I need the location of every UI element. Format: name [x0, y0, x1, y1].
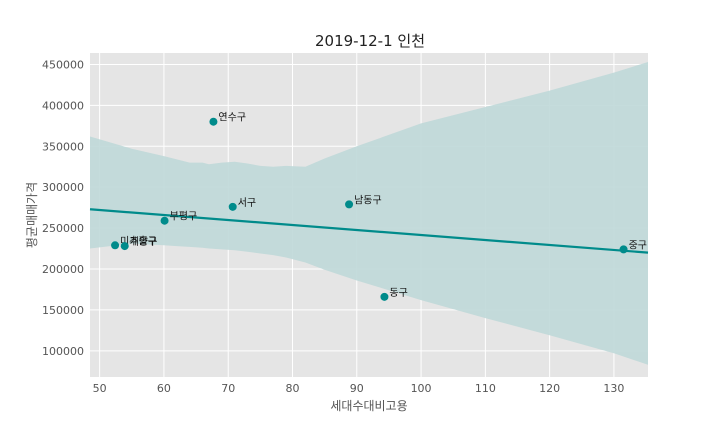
- data-point: [228, 202, 237, 211]
- regression-line-group: [89, 208, 649, 254]
- regression-line: [89, 208, 649, 254]
- x-tick-label: 90: [350, 382, 364, 395]
- x-tick-labels: 50 60 70 80 90 100 110 120 130: [93, 382, 625, 395]
- x-tick-label: 110: [475, 382, 496, 395]
- point-label: 남동구: [354, 194, 382, 206]
- point-label: 계양구: [130, 236, 158, 248]
- point-label: 중구: [629, 239, 647, 251]
- data-point: [345, 200, 354, 209]
- point-label: 동구: [389, 287, 407, 299]
- data-point: [619, 245, 628, 254]
- y-tick-label: 250000: [42, 222, 84, 235]
- y-tick-label: 400000: [42, 99, 84, 112]
- data-point: [111, 241, 120, 250]
- y-tick-label: 350000: [42, 140, 84, 153]
- point-label: 서구: [238, 197, 256, 209]
- point-label: 미추홀구: [120, 234, 157, 247]
- y-tick-label: 200000: [42, 263, 84, 276]
- chart-title: 2019-12-1 인천: [315, 32, 425, 50]
- confidence-band: [90, 62, 648, 365]
- confidence-band-group: [90, 62, 648, 365]
- y-tick-label: 450000: [42, 58, 84, 71]
- point-label: 부평구: [170, 211, 198, 223]
- x-tick-label: 120: [539, 382, 560, 395]
- y-tick-label: 150000: [42, 304, 84, 317]
- data-point: [380, 292, 389, 301]
- y-axis-label: 평균매매가격: [25, 182, 39, 248]
- point-label: 연수구: [218, 112, 246, 124]
- y-tick-label: 100000: [42, 345, 84, 358]
- data-point: [160, 216, 169, 225]
- x-tick-label: 50: [93, 382, 107, 395]
- x-tick-label: 60: [157, 382, 171, 395]
- data-point: [209, 117, 218, 126]
- data-point: [120, 242, 129, 251]
- x-tick-label: 130: [603, 382, 624, 395]
- x-tick-label: 70: [221, 382, 235, 395]
- x-tick-label: 80: [286, 382, 300, 395]
- y-tick-labels: 100000 150000 200000 250000 300000 350000 4000…: [42, 58, 84, 357]
- y-tick-label: 300000: [42, 181, 84, 194]
- x-axis-label: 세대수대비고용: [330, 399, 407, 413]
- x-tick-label: 100: [411, 382, 432, 395]
